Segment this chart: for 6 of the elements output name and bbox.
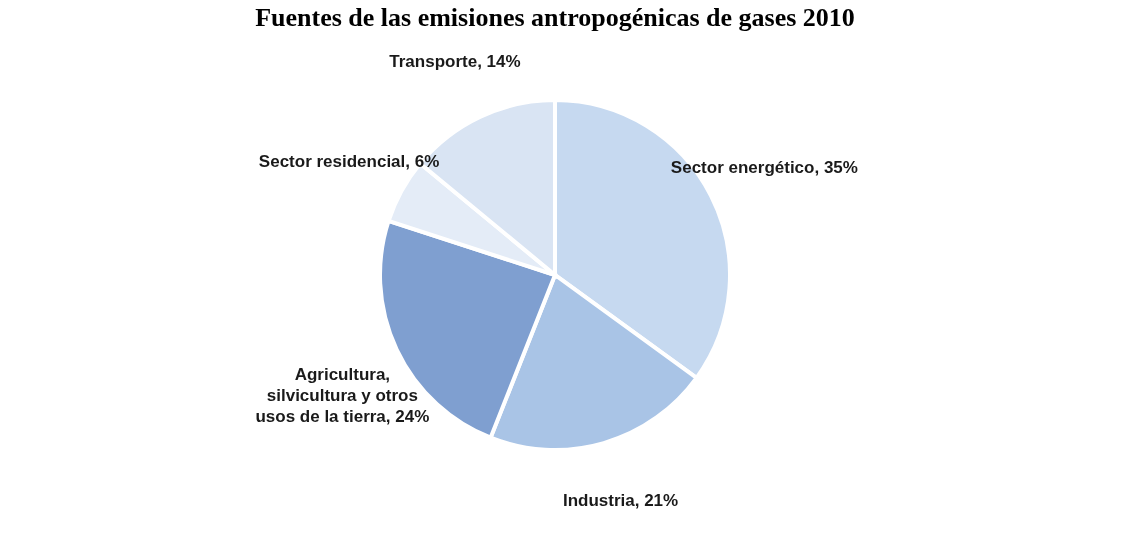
slice-label: Sector energético, 35% (670, 158, 858, 178)
slice-label: Agricultura, silvicultura y otros usos de la tierra, 24% (255, 365, 430, 427)
slice-label: Sector residencial, 6% (258, 151, 440, 171)
slice-label: Industria, 21% (562, 490, 679, 510)
chart-title: Fuentes de las emisiones antropogénicas de gases 2010 (255, 3, 855, 32)
slice-label: Transporte, 14% (389, 52, 521, 72)
